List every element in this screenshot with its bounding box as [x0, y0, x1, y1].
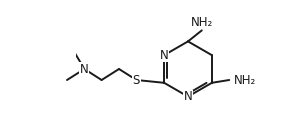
Text: N: N: [80, 62, 89, 75]
Text: NH₂: NH₂: [191, 16, 213, 29]
Text: N: N: [160, 49, 168, 62]
Text: N: N: [184, 90, 192, 103]
Text: NH₂: NH₂: [233, 74, 256, 87]
Text: S: S: [133, 74, 140, 87]
